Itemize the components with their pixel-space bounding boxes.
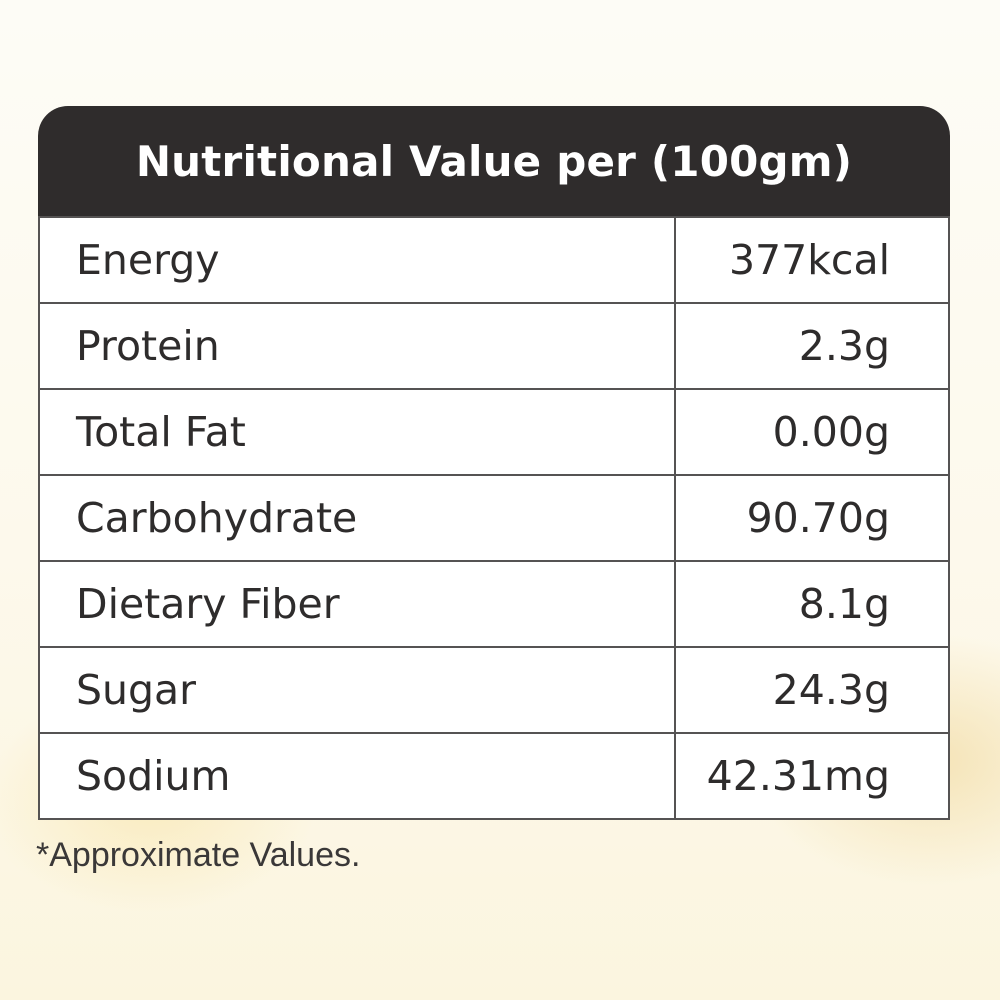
nutrient-value: 24.3g — [674, 646, 950, 734]
nutrition-panel: Nutritional Value per (100gm) Energy 377… — [38, 106, 950, 820]
nutrient-name: Sugar — [38, 646, 676, 734]
nutrient-name: Energy — [38, 216, 676, 304]
nutrient-value: 2.3g — [674, 302, 950, 390]
nutrient-value: 42.31mg — [674, 732, 950, 820]
table-row: Total Fat 0.00g — [38, 388, 950, 476]
table-title: Nutritional Value per (100gm) — [135, 136, 853, 186]
table-row: Sugar 24.3g — [38, 646, 950, 734]
table-row: Sodium 42.31mg — [38, 732, 950, 820]
nutrient-value: 377kcal — [674, 216, 950, 304]
table-row: Protein 2.3g — [38, 302, 950, 390]
nutrient-name: Dietary Fiber — [38, 560, 676, 648]
nutrient-name: Carbohydrate — [38, 474, 676, 562]
footnote: *Approximate Values. — [36, 836, 361, 874]
table-row: Carbohydrate 90.70g — [38, 474, 950, 562]
table-row: Energy 377kcal — [38, 216, 950, 304]
nutrient-value: 90.70g — [674, 474, 950, 562]
nutrition-table: Energy 377kcal Protein 2.3g Total Fat 0.… — [38, 216, 950, 820]
nutrient-name: Sodium — [38, 732, 676, 820]
table-header: Nutritional Value per (100gm) — [38, 106, 950, 216]
nutrient-value: 8.1g — [674, 560, 950, 648]
table-row: Dietary Fiber 8.1g — [38, 560, 950, 648]
nutrient-name: Protein — [38, 302, 676, 390]
nutrient-value: 0.00g — [674, 388, 950, 476]
nutrient-name: Total Fat — [38, 388, 676, 476]
